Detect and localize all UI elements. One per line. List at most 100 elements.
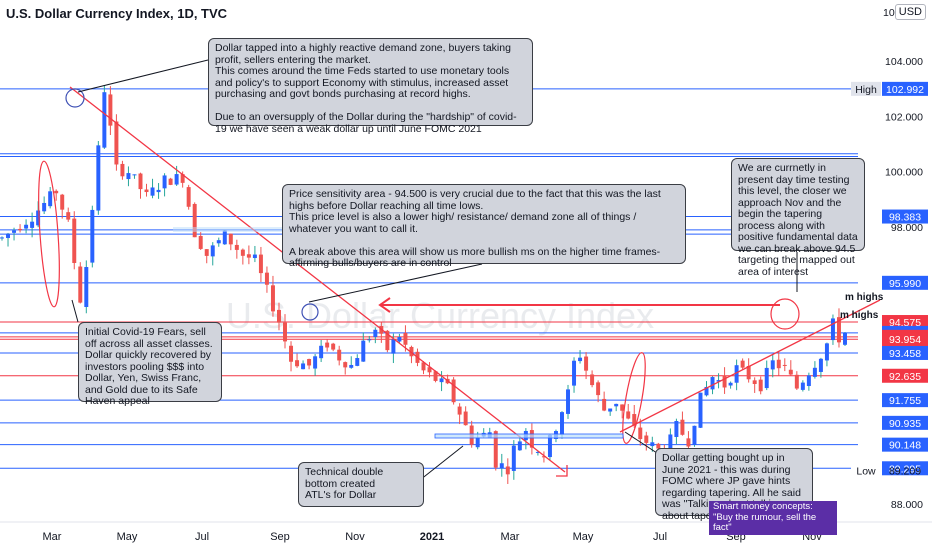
candle-body (30, 221, 35, 228)
candle-body (620, 404, 625, 411)
price-label: 93.954 (889, 334, 921, 346)
currency-button[interactable]: USD (894, 4, 926, 20)
extreme-tag-bg (851, 81, 881, 96)
candle-body (234, 244, 239, 250)
price-label: 92.635 (889, 371, 921, 383)
candle-body (144, 189, 149, 193)
candle-body (78, 266, 83, 303)
candle-body (319, 345, 324, 359)
candle-body (355, 358, 360, 366)
pointer-sensitivity (308, 263, 483, 303)
price-label: 102.992 (886, 84, 924, 96)
covid-selloff-ellipse (38, 160, 60, 308)
y-tick-label: 98.000 (891, 222, 923, 234)
candle-body (349, 364, 354, 368)
candle-body (572, 360, 577, 386)
candle-body (120, 163, 125, 177)
high-circle (65, 88, 85, 108)
double-bottom-zone (434, 433, 624, 439)
candle-body (457, 406, 462, 415)
candle-body (186, 187, 191, 207)
candle-body (168, 178, 173, 185)
candle-body (325, 342, 330, 348)
candle-body (734, 365, 739, 383)
candle-body (818, 358, 823, 372)
price-label: 90.935 (889, 418, 921, 430)
candle-body (246, 254, 251, 258)
candle-body (373, 329, 378, 338)
price-label: 90.148 (889, 440, 921, 452)
candle-body (108, 94, 113, 126)
price-label: 89.295 (889, 463, 921, 475)
price-label-bg (882, 81, 928, 96)
candle-body (740, 360, 745, 368)
price-label-bg (882, 332, 928, 347)
candle-body (499, 463, 504, 469)
candle-body (6, 233, 11, 239)
candle-body (656, 443, 661, 449)
price-label-bg (882, 461, 928, 476)
annotation-smart-money: Smart money concepts: "Buy the rumour, s… (709, 501, 837, 535)
candle-body (391, 339, 396, 354)
candle-body (830, 318, 835, 341)
price-label: 89.209 (889, 466, 921, 478)
downtrend-line (69, 86, 566, 473)
annotation-covid: Initial Covid-19 Fears, sell off across … (78, 322, 222, 407)
candle-body (361, 340, 366, 362)
price-label-bg (882, 368, 928, 383)
candle-body (626, 411, 631, 419)
candle-body (541, 456, 546, 458)
price-label: 93.458 (889, 348, 921, 360)
candle-body (301, 363, 306, 370)
candle-body (686, 438, 691, 447)
candle-body (806, 375, 811, 387)
candle-body (42, 202, 47, 212)
candle-body (782, 364, 787, 366)
annotation-demand-zone: Dollar tapped into a highly reactive dem… (208, 38, 533, 134)
candle-body (72, 218, 77, 263)
candle-body (770, 360, 775, 370)
present-ellipse (770, 298, 800, 330)
annotation-present-day: We are currnetly in present day time tes… (731, 158, 865, 277)
price-label-bg (882, 209, 928, 224)
candle-body (680, 419, 685, 435)
candle-body (439, 378, 444, 383)
price-label-bg (882, 393, 928, 408)
candle-body (180, 174, 185, 183)
candle-body (812, 367, 817, 377)
swing-label: m highs (845, 292, 884, 303)
uptrend-line (619, 299, 881, 433)
candle-body (728, 382, 733, 386)
candle-body (493, 431, 498, 468)
candle-body (343, 362, 348, 368)
candle-body (156, 189, 161, 193)
candle-body (397, 337, 402, 342)
candle-body (66, 212, 71, 220)
y-tick-label: 102.000 (885, 111, 923, 123)
y-tick-label: 104.000 (885, 56, 923, 68)
x-tick-label: Jul (195, 531, 209, 543)
candle-body (674, 420, 679, 437)
x-tick-label: May (117, 531, 138, 543)
price-label-bg (882, 437, 928, 452)
candle-body (150, 187, 155, 196)
x-tick-label: May (573, 531, 594, 543)
price-label-bg (882, 345, 928, 360)
candle-body (289, 345, 294, 362)
candle-body (264, 272, 269, 285)
candle-body (433, 371, 438, 381)
candle-body (331, 343, 336, 350)
annotation-double-bottom: Technical double bottom created ATL's fo… (298, 462, 424, 507)
candle-body (632, 414, 637, 426)
candle-body (270, 285, 275, 312)
candle-body (517, 441, 522, 451)
x-tick-label: 2021 (420, 531, 444, 543)
candle-body (240, 249, 245, 256)
x-tick-label: Nov (345, 531, 365, 543)
candle-body (602, 398, 607, 411)
candle-body (427, 367, 432, 373)
pointer-double-bottom (419, 445, 464, 481)
candle-body (252, 254, 257, 259)
candle-body (451, 379, 456, 403)
downtrend-arrowhead (556, 465, 568, 477)
